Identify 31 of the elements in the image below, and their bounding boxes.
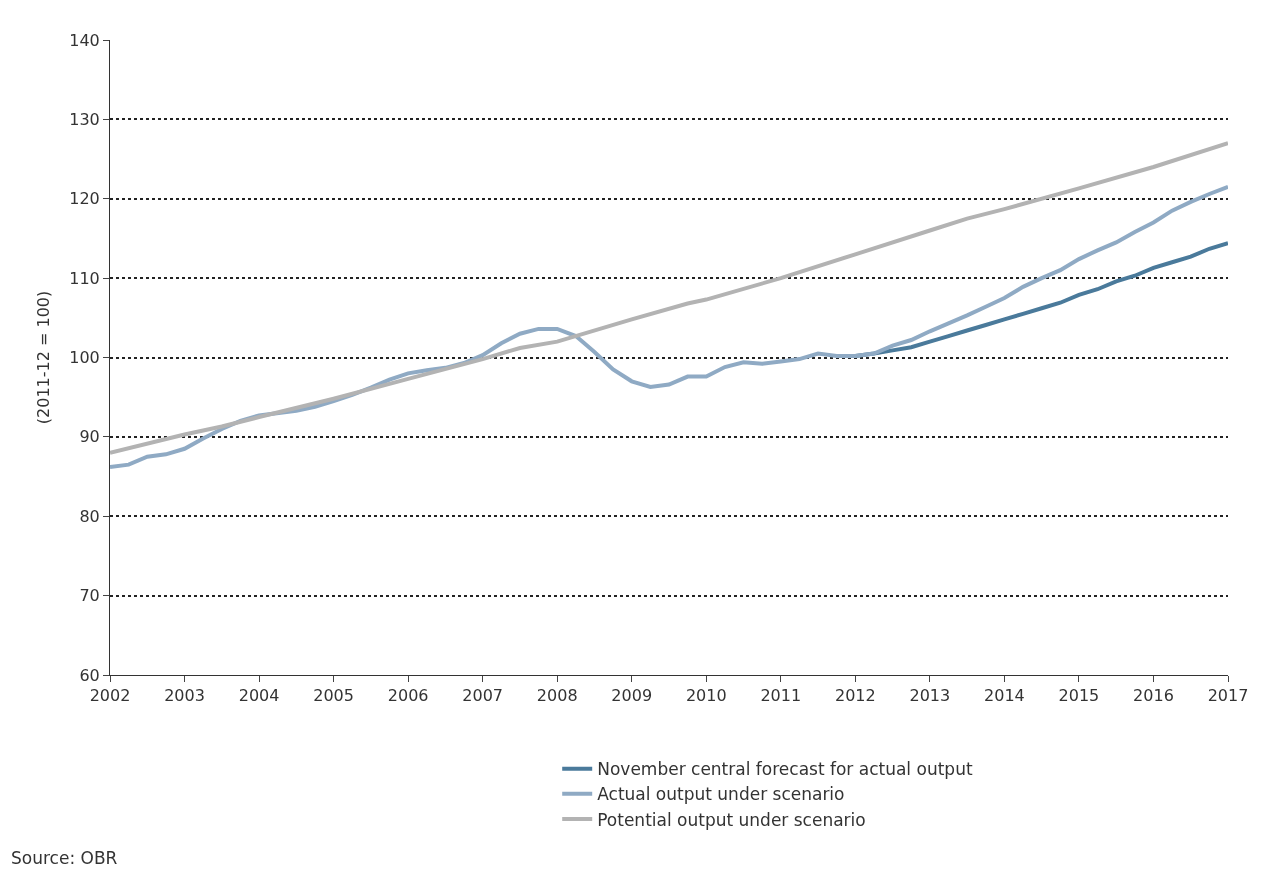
- x-tick-label: 2012: [834, 686, 876, 706]
- x-tick-label: 2004: [238, 686, 280, 706]
- x-tick-label: 2010: [685, 686, 727, 706]
- y-tick-label: 90: [79, 427, 100, 447]
- x-tick-label: 2006: [387, 686, 429, 706]
- x-tick-label: 2009: [611, 686, 653, 706]
- x-tick-label: 2011: [760, 686, 802, 706]
- source-note: Source: OBR: [11, 848, 118, 868]
- x-tick-label: 2016: [1133, 686, 1174, 706]
- y-tick-label: 70: [79, 586, 100, 606]
- line-series: [110, 141, 1228, 455]
- x-tick-label: 2003: [164, 686, 205, 706]
- y-tick-label: 60: [79, 665, 100, 685]
- x-tick-label: 2014: [984, 686, 1025, 706]
- x-tick-label: 2005: [313, 686, 354, 706]
- x-tick-label: 2002: [89, 686, 131, 706]
- y-tick-label: 140: [69, 30, 100, 50]
- y-tick-label: 130: [69, 109, 100, 129]
- x-tick-label: 2007: [462, 686, 504, 706]
- x-tick-label: 2013: [909, 686, 951, 706]
- y-tick-label: 110: [69, 268, 100, 288]
- x-tick-label: 2017: [1207, 686, 1249, 706]
- y-tick-label: 120: [69, 189, 100, 209]
- y-tick-label: 100: [69, 348, 100, 368]
- y-axis-title: (2011-12 = 100): [34, 290, 54, 425]
- legend-label: November central forecast for actual output: [597, 759, 973, 780]
- legend-label: Actual output under scenario: [597, 784, 845, 805]
- x-tick-label: 2008: [536, 686, 578, 706]
- y-tick-label: 80: [79, 506, 100, 526]
- legend-label: Potential output under scenario: [597, 809, 866, 830]
- x-tick-label: 2015: [1058, 686, 1100, 706]
